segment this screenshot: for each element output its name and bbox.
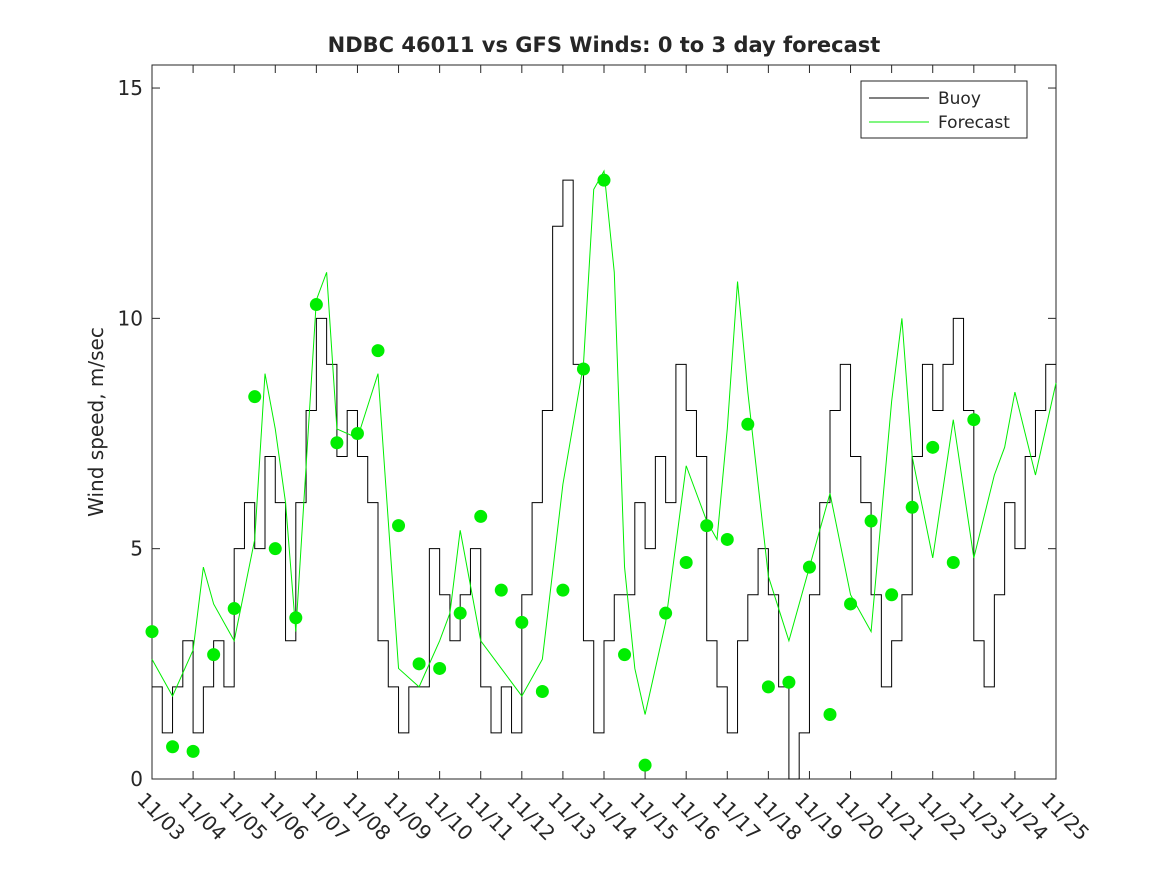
forecast-marker xyxy=(885,588,899,602)
forecast-marker xyxy=(679,555,693,569)
forecast-marker xyxy=(207,648,221,662)
legend-buoy-label: Buoy xyxy=(938,89,981,109)
forecast-marker xyxy=(556,583,570,597)
forecast-marker xyxy=(638,758,652,772)
forecast-marker xyxy=(761,680,775,694)
forecast-marker xyxy=(700,519,714,533)
forecast-marker xyxy=(802,560,816,574)
chart-title: NDBC 46011 vs GFS Winds: 0 to 3 day fore… xyxy=(328,33,881,57)
y-tick-label: 10 xyxy=(118,306,143,330)
forecast-marker xyxy=(453,606,467,620)
forecast-marker xyxy=(227,602,241,616)
legend-box xyxy=(860,80,1028,139)
forecast-marker xyxy=(926,440,940,454)
legend-forecast-label: Forecast xyxy=(938,113,1010,133)
y-axis-label: Wind speed, m/sec xyxy=(84,327,108,517)
forecast-marker xyxy=(535,684,549,698)
forecast-marker xyxy=(494,583,508,597)
forecast-marker xyxy=(433,661,447,675)
forecast-marker xyxy=(268,542,282,556)
forecast-marker xyxy=(392,519,406,533)
forecast-marker xyxy=(720,532,734,546)
marker-layer xyxy=(145,173,981,772)
forecast-marker xyxy=(844,597,858,611)
forecast-marker xyxy=(967,413,981,427)
forecast-marker xyxy=(474,509,488,523)
forecast-marker xyxy=(289,611,303,625)
forecast-marker xyxy=(412,657,426,671)
forecast-marker xyxy=(659,606,673,620)
forecast-marker xyxy=(741,417,755,431)
forecast-marker xyxy=(823,708,837,722)
forecast-marker xyxy=(248,390,262,404)
forecast-marker xyxy=(330,436,344,450)
forecast-marker xyxy=(145,625,159,639)
forecast-marker xyxy=(515,615,529,629)
y-axis: 0 5 10 15 xyxy=(118,76,1056,791)
y-tick-label: 15 xyxy=(118,76,143,100)
series-buoy xyxy=(152,179,1056,780)
forecast-marker xyxy=(371,344,385,358)
legend: Buoy Forecast xyxy=(860,80,1028,139)
forecast-marker xyxy=(309,298,323,312)
forecast-marker xyxy=(166,740,180,754)
forecast-marker xyxy=(782,675,796,689)
forecast-marker xyxy=(576,362,590,376)
forecast-marker xyxy=(350,427,364,441)
forecast-marker xyxy=(946,555,960,569)
x-tick-label: 11/25 xyxy=(1036,788,1094,846)
forecast-marker xyxy=(905,500,919,514)
forecast-marker xyxy=(597,173,611,187)
forecast-marker xyxy=(186,744,200,758)
forecast-marker xyxy=(864,514,878,528)
forecast-marker xyxy=(618,648,632,662)
y-tick-label: 5 xyxy=(130,537,143,561)
y-tick-label: 0 xyxy=(130,767,143,791)
